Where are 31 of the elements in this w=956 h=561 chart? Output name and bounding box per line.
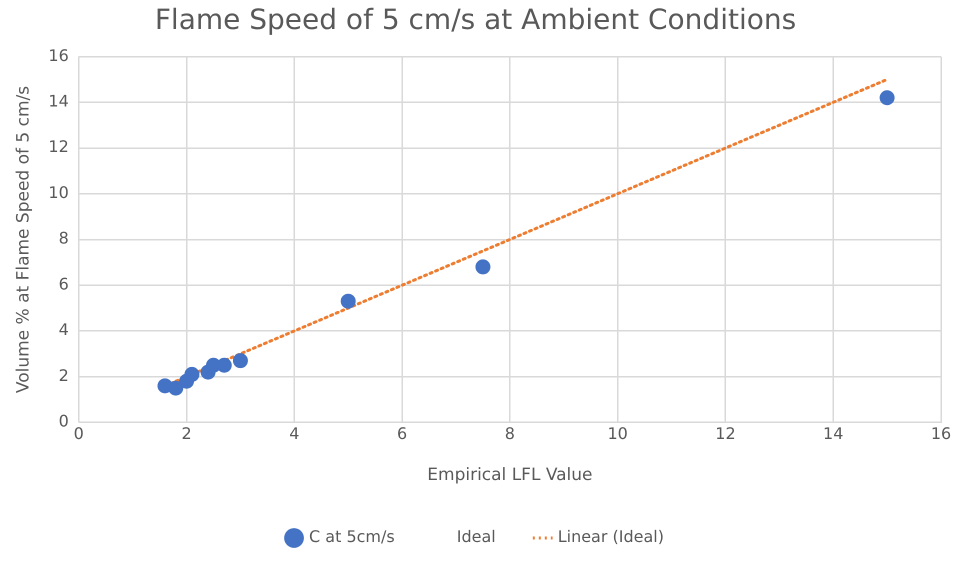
x-tick-label: 14 bbox=[823, 424, 844, 444]
point bbox=[475, 259, 490, 274]
chart-title: Flame Speed of 5 cm/s at Ambient Conditions bbox=[154, 3, 796, 36]
x-axis-title: Empirical LFL Value bbox=[427, 465, 592, 486]
point bbox=[216, 358, 232, 373]
x-tick-label: 8 bbox=[504, 424, 515, 444]
y-axis-title: Volume % at Flame Speed of 5 cm/s bbox=[14, 86, 34, 394]
legend-label: C at 5cm/s bbox=[309, 527, 395, 546]
y-tick-label: 4 bbox=[58, 320, 69, 340]
point bbox=[168, 380, 184, 396]
y-tick-label: 16 bbox=[48, 46, 69, 65]
y-tick-label: 0 bbox=[58, 412, 69, 431]
x-tick-label: 6 bbox=[397, 424, 408, 444]
legend-label: Linear (Ideal) bbox=[558, 527, 664, 546]
point bbox=[184, 366, 200, 382]
x-tick-label: 12 bbox=[715, 424, 736, 444]
x-tick-label: 0 bbox=[74, 424, 84, 444]
y-tick-label: 12 bbox=[48, 137, 69, 156]
y-tick-label: 2 bbox=[58, 366, 69, 385]
point bbox=[880, 90, 895, 106]
y-tick-label: 8 bbox=[58, 228, 69, 248]
point bbox=[232, 353, 248, 368]
x-tick-label: 4 bbox=[289, 424, 300, 444]
text: Ideal bbox=[456, 527, 496, 546]
point bbox=[340, 294, 356, 309]
y-tick-label: 6 bbox=[58, 274, 69, 294]
x-tick-label: 10 bbox=[607, 424, 628, 444]
x-tick-label: 16 bbox=[930, 424, 952, 444]
y-tick-label: 10 bbox=[48, 182, 69, 202]
y-tick-label: 14 bbox=[48, 91, 69, 110]
x-tick-label: 2 bbox=[181, 424, 192, 444]
